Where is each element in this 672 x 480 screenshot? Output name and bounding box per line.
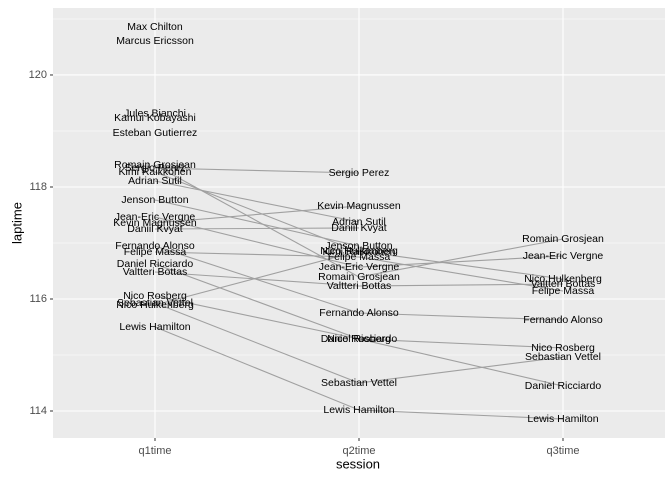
driver-label: Romain Grosjean xyxy=(114,159,196,171)
driver-line xyxy=(154,199,360,247)
driver-line xyxy=(154,167,360,174)
driver-label: Felipe Massa xyxy=(328,251,391,263)
x-axis-title: session xyxy=(336,456,380,471)
driver-label: Daniil Kvyat xyxy=(331,222,387,234)
driver-line xyxy=(154,180,360,223)
driver-label: Jenson Button xyxy=(325,240,392,252)
driver-line xyxy=(154,205,360,224)
driver-label: Kevin Magnussen xyxy=(317,200,401,212)
driver-label: Jean-Eric Vergne xyxy=(115,211,196,223)
driver-label: Adrian Sutil xyxy=(128,175,182,187)
driver-line xyxy=(154,245,564,321)
driver-label: Sergio Perez xyxy=(125,162,186,174)
driver-label: Felipe Massa xyxy=(124,246,187,258)
driver-label: Nico Rosberg xyxy=(327,333,391,345)
driver-label: Romain Grosjean xyxy=(318,271,400,283)
driver-line xyxy=(154,326,564,420)
driver-label: Jean-Eric Vergne xyxy=(319,261,400,273)
driver-label: Esteban Gutierrez xyxy=(113,127,198,139)
x-tick-label: q3time xyxy=(546,445,579,457)
driver-label: Sergio Perez xyxy=(329,167,390,179)
x-tick-label: q2time xyxy=(342,445,375,457)
driver-label: Lewis Hamilton xyxy=(323,404,394,416)
driver-line xyxy=(154,263,564,387)
driver-label: Sebastian Vettel xyxy=(525,351,601,363)
driver-label: Sebastian Vettel xyxy=(117,297,193,309)
driver-label: Adrian Sutil xyxy=(332,216,386,228)
driver-line xyxy=(154,251,564,292)
driver-label: Kevin Magnussen xyxy=(113,217,197,229)
y-tick-label: 120 xyxy=(29,69,47,81)
driver-label: Fernando Alonso xyxy=(319,307,399,319)
driver-label: Nico Hulkenberg xyxy=(320,245,398,257)
y-axis-title: laptime xyxy=(9,202,24,244)
driver-label: Jules Bianchi xyxy=(124,108,186,120)
driver-line xyxy=(154,302,564,384)
driver-label: Kimi Raikkonen xyxy=(119,166,192,178)
driver-label: Max Chilton xyxy=(127,21,183,33)
driver-label: Nico Hulkenberg xyxy=(116,299,194,311)
driver-label: Nico Hulkenberg xyxy=(524,273,602,285)
driver-label: Kamui Kobayashi xyxy=(114,112,196,124)
driver-label: Marcus Ericsson xyxy=(116,35,194,47)
driver-line xyxy=(154,164,564,278)
driver-label: Daniil Kvyat xyxy=(127,223,183,235)
driver-label: Valtteri Bottas xyxy=(531,278,596,290)
driver-label: Fernando Alonso xyxy=(115,240,195,252)
driver-label: Daniel Ricciardo xyxy=(117,258,194,270)
driver-line xyxy=(154,250,564,306)
driver-label: Lewis Hamilton xyxy=(527,413,598,425)
driver-label: Valtteri Bottas xyxy=(327,280,392,292)
driver-label: Daniel Ricciardo xyxy=(321,333,398,345)
driver-label: Valtteri Bottas xyxy=(123,266,188,278)
driver-label: Nico Rosberg xyxy=(123,290,187,302)
driver-label: Fernando Alonso xyxy=(523,314,603,326)
driver-label: Nico Rosberg xyxy=(531,342,595,354)
driver-label: Kimi Raikkonen xyxy=(323,246,396,258)
y-tick-label: 114 xyxy=(29,405,47,417)
driver-label: Romain Grosjean xyxy=(522,233,604,245)
y-tick-label: 118 xyxy=(29,181,47,193)
driver-line xyxy=(154,227,360,230)
driver-label: Jean-Eric Vergne xyxy=(523,250,604,262)
driver-line xyxy=(154,216,564,268)
y-tick-label: 116 xyxy=(29,293,47,305)
driver-line xyxy=(154,271,564,287)
driver-label: Sebastian Vettel xyxy=(321,377,397,389)
x-tick-label: q1time xyxy=(138,445,171,457)
driver-label: Daniel Ricciardo xyxy=(525,380,602,392)
driver-label: Jenson Button xyxy=(121,194,188,206)
driver-label: Lewis Hamilton xyxy=(119,321,190,333)
driver-label: Felipe Massa xyxy=(532,285,595,297)
